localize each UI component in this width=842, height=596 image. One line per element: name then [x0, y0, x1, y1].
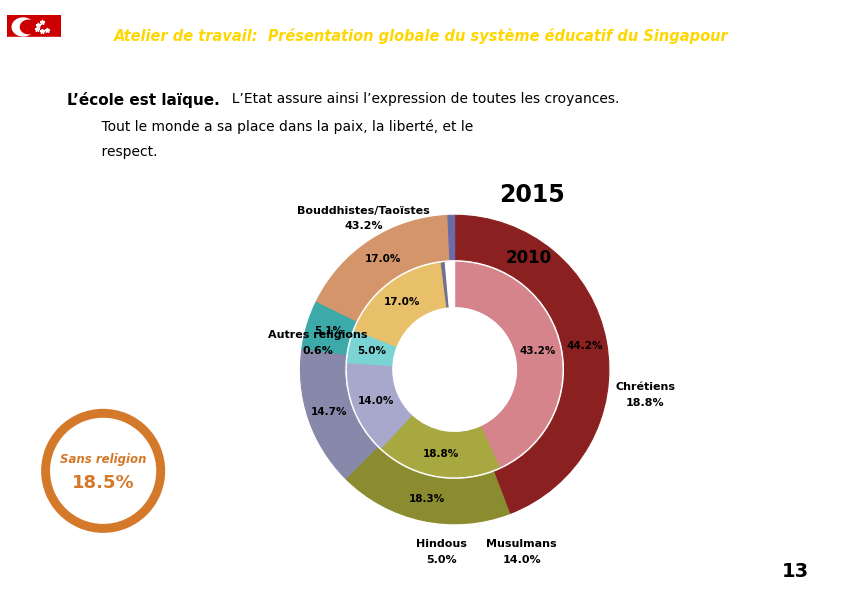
- Wedge shape: [455, 262, 562, 467]
- Text: 0.6%: 0.6%: [302, 346, 333, 356]
- Text: L’école est laïque.: L’école est laïque.: [67, 92, 220, 108]
- Text: 5.0%: 5.0%: [426, 555, 456, 565]
- Text: Sans religion: Sans religion: [60, 454, 147, 467]
- Wedge shape: [445, 262, 455, 307]
- Wedge shape: [455, 215, 609, 514]
- Text: Tout le monde a sa place dans la paix, la liberté, et le: Tout le monde a sa place dans la paix, l…: [84, 119, 473, 134]
- Wedge shape: [348, 330, 396, 365]
- Text: 18.5%: 18.5%: [72, 474, 135, 492]
- Text: 43.2%: 43.2%: [344, 221, 383, 231]
- Bar: [7, 37, 61, 60]
- Text: respect.: respect.: [84, 145, 157, 159]
- Text: Bouddhistes/Taoïstes: Bouddhistes/Taoïstes: [297, 206, 430, 216]
- Text: Musulmans: Musulmans: [487, 539, 557, 549]
- Text: Autres religions: Autres religions: [268, 330, 368, 340]
- Text: 17.0%: 17.0%: [365, 254, 401, 264]
- Text: 18.8%: 18.8%: [423, 449, 459, 458]
- Wedge shape: [348, 363, 412, 448]
- Text: 18.3%: 18.3%: [409, 493, 445, 504]
- Wedge shape: [41, 409, 165, 533]
- Wedge shape: [345, 447, 509, 524]
- Text: Chrétiens: Chrétiens: [616, 382, 675, 392]
- Text: Atelier de travail:  Présentation globale du système éducatif du Singapour: Atelier de travail: Présentation globale…: [114, 28, 728, 44]
- Text: 17.0%: 17.0%: [384, 297, 421, 307]
- Text: 43.2%: 43.2%: [520, 346, 556, 356]
- Wedge shape: [301, 348, 377, 479]
- Text: 5.1%: 5.1%: [314, 325, 343, 336]
- Wedge shape: [448, 215, 455, 260]
- Text: 13: 13: [782, 562, 809, 581]
- Text: 2010: 2010: [505, 249, 552, 267]
- Wedge shape: [381, 415, 499, 477]
- Wedge shape: [441, 263, 449, 307]
- Text: 14.0%: 14.0%: [357, 396, 394, 406]
- Wedge shape: [355, 263, 447, 346]
- Text: 5.0%: 5.0%: [357, 346, 386, 356]
- Text: 18.8%: 18.8%: [626, 398, 664, 408]
- Text: 2015: 2015: [499, 183, 565, 207]
- Bar: [7, 15, 61, 37]
- Text: L’Etat assure ainsi l’expression de toutes les croyances.: L’Etat assure ainsi l’expression de tout…: [223, 92, 620, 106]
- Text: 44.2%: 44.2%: [567, 340, 603, 350]
- Wedge shape: [302, 301, 356, 355]
- Text: 14.7%: 14.7%: [312, 406, 348, 417]
- Wedge shape: [20, 20, 37, 33]
- Text: 14.0%: 14.0%: [503, 555, 541, 565]
- Wedge shape: [317, 216, 450, 321]
- Text: Hindous: Hindous: [416, 539, 466, 549]
- Wedge shape: [12, 18, 35, 36]
